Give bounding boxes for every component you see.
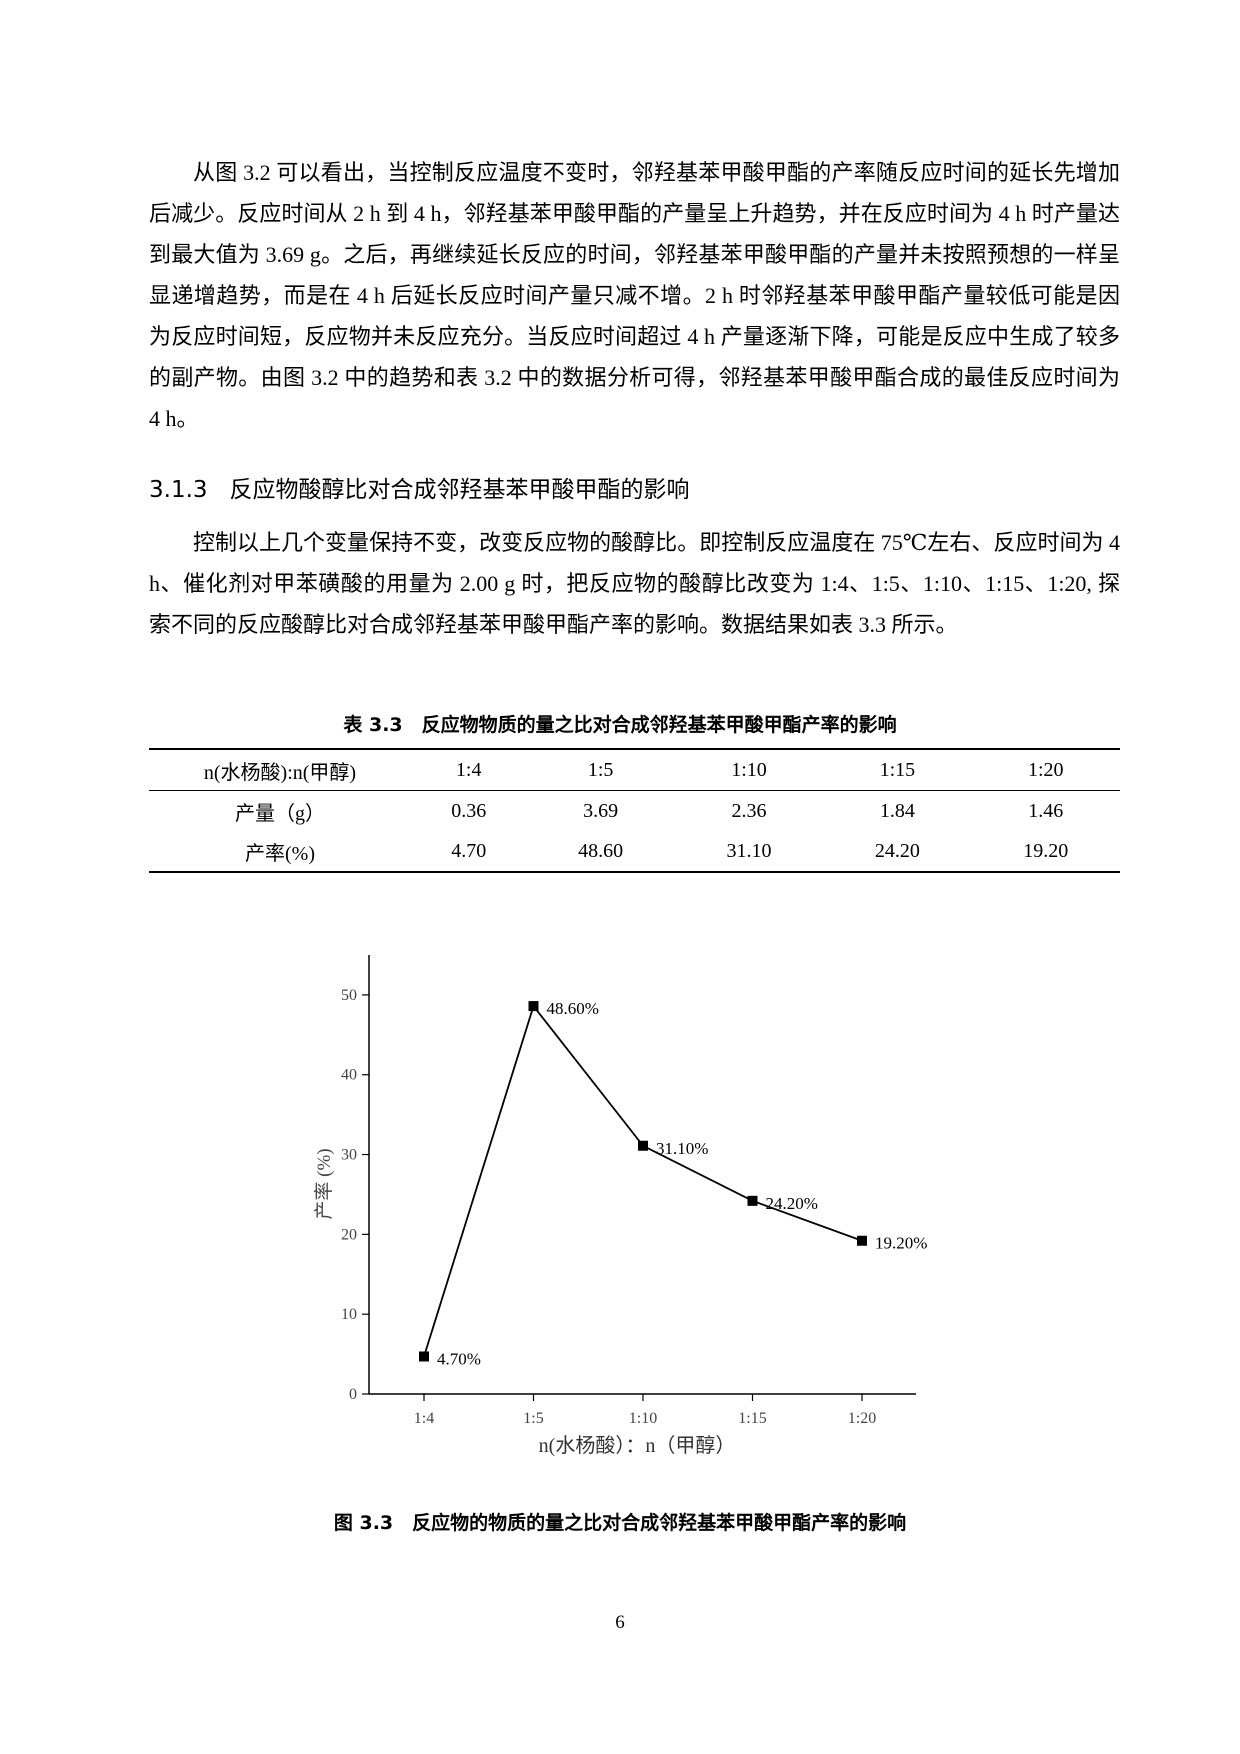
cell: 31.10 [726,839,772,862]
cell: 产率(%) [245,842,315,865]
cell: 48.60 [578,839,624,862]
section-heading: 3.1.3 反应物酸醇比对合成邻羟基苯甲酸甲酯的影响 [149,470,712,504]
data-label: 48.60% [547,999,599,1018]
header-cell: 1:15 [879,758,916,781]
header-cell: 1:10 [731,758,767,781]
chart: 0 10 20 30 40 50 1:4 1:5 1:10 1:15 1:20 4.70% 48.60%… [313,955,927,1457]
cell: 3.69 [583,799,619,822]
x-tick-label: 1:4 [414,1410,434,1427]
table-body: 产量（g） 0.36 3.69 2.36 1.84 1.46 产率(%) 4.70 48.60 3… [149,791,1120,872]
figure-caption: 图 3.3 反应物的物质的量之比对合成邻羟基苯甲酸甲酯产率的影响 [333,1512,907,1534]
y-tick-label: 10 [341,1306,357,1323]
table-caption: 表 3.3 反应物物质的量之比对合成邻羟基苯甲酸甲酯产率的影响 [343,714,897,736]
x-tick-label: 1:5 [523,1410,543,1427]
section-title: 反应物酸醇比对合成邻羟基苯甲酸甲酯的影响 [229,477,690,503]
cell: 2.36 [731,799,767,822]
data-point [857,1235,867,1246]
x-tick-label: 1:10 [629,1410,657,1427]
y-tick-label: 30 [341,1147,357,1164]
data-label: 19.20% [875,1234,927,1253]
paragraph: 控制以上几个变量保持不变，改变反应物的酸醇比。即控制反应温度在 75℃左右、反应… [149,530,1120,637]
cell: 产量（g） [235,802,325,825]
data-point [638,1140,648,1151]
data-label: 24.20% [766,1194,818,1213]
data-label: 31.10% [656,1139,708,1158]
x-axis-label: n(水杨酸）：n（甲醇） [539,1434,736,1457]
data-line [423,1004,863,1357]
cell: 0.36 [451,799,487,822]
page-number: 6 [615,1612,625,1633]
header-cell: 1:4 [455,758,482,781]
x-tick-label: 1:15 [738,1410,766,1427]
cell: 1.46 [1028,799,1064,822]
header-cell: 1:5 [587,758,614,781]
y-tick-label: 0 [349,1386,357,1403]
y-tick-label: 40 [341,1067,357,1084]
table-row: 产率(%) 4.70 48.60 31.10 24.20 19.20 [149,831,1120,872]
cell: 1.84 [879,799,915,822]
paragraph: 从图 3.2 可以看出，当控制反应温度不变时，邻羟基苯甲酸甲酯的产率随反应时间的… [149,160,1120,431]
y-axis-label: 产率 (%) [313,1148,335,1219]
section-number: 3.1.3 [149,477,208,503]
data-point [747,1195,758,1206]
data-label: 4.70% [437,1349,481,1368]
y-tick-label: 50 [341,987,357,1004]
x-tick-label: 1:20 [848,1410,876,1427]
data-point [419,1351,429,1362]
data-table: n(水杨酸):n(甲醇) 1:4 1:5 1:10 1:15 1:20 产量（g） 0.36… [149,748,1120,873]
header-cell: n(水杨酸):n(甲醇) [203,761,357,784]
cell: 19.20 [1023,839,1069,862]
header-cell: 1:20 [1028,758,1064,781]
table-row: 产量（g） 0.36 3.69 2.36 1.84 1.46 [149,791,1120,832]
cell: 4.70 [451,839,487,862]
cell: 24.20 [874,839,920,862]
table-header: n(水杨酸):n(甲醇) 1:4 1:5 1:10 1:15 1:20 [149,749,1120,791]
y-tick-label: 20 [341,1226,357,1243]
data-point [528,1001,539,1012]
